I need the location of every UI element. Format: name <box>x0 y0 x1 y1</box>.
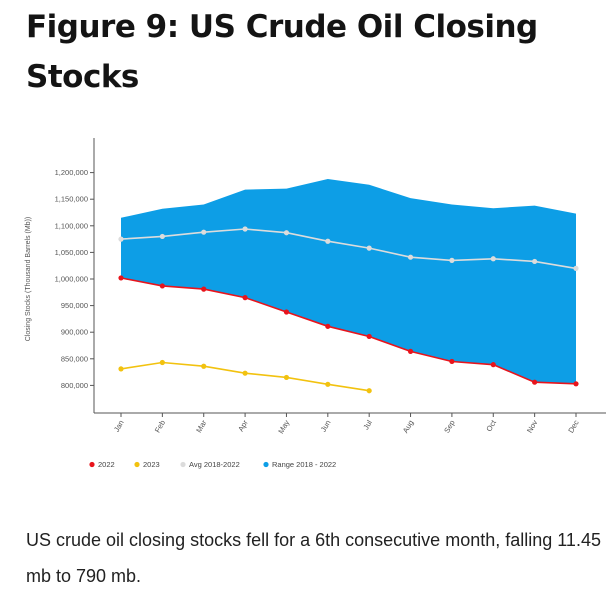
data-point <box>242 295 248 301</box>
x-tick-label: Nov <box>525 418 540 434</box>
x-tick-label: Jan <box>112 419 126 434</box>
y-tick-label: 850,000 <box>61 354 88 363</box>
data-point <box>159 233 165 240</box>
data-point <box>201 363 207 369</box>
legend-marker <box>180 461 186 468</box>
y-tick-label: 950,000 <box>61 301 88 310</box>
series-2023 <box>118 359 372 394</box>
data-point <box>573 265 579 271</box>
series-2022 <box>118 275 579 387</box>
axes: 800,000 850,000 900,000 950,000 1,000,000 1,0… <box>25 138 606 435</box>
data-point <box>532 258 538 265</box>
data-point <box>159 283 165 289</box>
y-tick-label: 1,050,000 <box>55 248 88 257</box>
data-point <box>118 236 124 242</box>
data-point <box>449 257 455 263</box>
series-line <box>120 277 577 385</box>
data-point <box>325 238 331 244</box>
chart: 800,000 850,000 900,000 950,000 1,000,000 1,0… <box>25 138 606 469</box>
x-tick-label: Dec <box>566 418 581 434</box>
data-point <box>532 379 538 385</box>
y-tick-label: 1,000,000 <box>55 275 88 284</box>
legend-label: 2023 <box>143 460 160 469</box>
x-tick-label: Sep <box>442 419 456 435</box>
legend-item: Range 2018 - 2022 <box>263 460 336 469</box>
data-point <box>366 333 372 340</box>
x-tick-label: Feb <box>153 419 167 435</box>
legend-label: Range 2018 - 2022 <box>272 460 336 469</box>
legend-item: 2023 <box>134 460 160 469</box>
data-point <box>449 358 455 365</box>
data-point <box>283 374 290 381</box>
data-point <box>201 229 207 235</box>
y-tick-label: 1,100,000 <box>55 221 88 230</box>
data-point <box>325 381 331 387</box>
data-point <box>118 275 124 281</box>
legend-item: 2022 <box>89 460 115 469</box>
data-point <box>283 230 290 236</box>
legend-label: 2022 <box>98 460 115 469</box>
y-tick-label: 1,200,000 <box>55 168 88 177</box>
range-area <box>121 179 576 384</box>
data-point <box>573 381 579 387</box>
y-tick-label: 1,150,000 <box>55 195 88 204</box>
data-point <box>366 388 372 394</box>
x-tick-label: Oct <box>484 418 498 433</box>
chart-caption: US crude oil closing stocks fell for a 6… <box>26 530 601 586</box>
legend-item: Avg 2018-2022 <box>180 460 240 469</box>
data-point <box>407 348 414 354</box>
data-point <box>201 286 207 292</box>
legend-label: Avg 2018-2022 <box>189 460 240 469</box>
data-point <box>490 362 496 368</box>
y-tick-label: 800,000 <box>61 381 88 390</box>
legend-marker <box>263 461 269 468</box>
data-point <box>242 370 248 376</box>
data-point <box>366 245 372 251</box>
series-lines <box>118 226 579 394</box>
x-tick-label: May <box>276 418 291 435</box>
data-point <box>325 323 331 329</box>
y-axis-title: Closing Stocks (Thousand Barrels (Mb)) <box>25 217 32 342</box>
data-point <box>118 366 124 372</box>
series-line <box>120 361 370 392</box>
legend: 2022 2023 Avg 2018-2022 Range 2018 - 2022 <box>89 460 336 469</box>
x-tick-label: Aug <box>401 419 415 435</box>
legend-marker <box>89 461 95 468</box>
x-tick-label: Apr <box>236 418 250 433</box>
data-point <box>242 226 248 232</box>
legend-marker <box>134 461 140 468</box>
y-tick-label: 900,000 <box>61 328 88 337</box>
chart-title: Figure 9: US Crude Oil Closing Stocks <box>26 9 538 95</box>
range-area-layer <box>121 179 576 384</box>
x-tick-label: Mar <box>194 418 209 434</box>
series-line <box>120 228 577 270</box>
series-avg-2018-2022 <box>118 226 579 271</box>
data-point <box>490 256 496 262</box>
data-point <box>407 254 414 260</box>
x-tick-label: Jun <box>319 419 333 434</box>
data-point <box>159 359 165 366</box>
x-tick-label: Jul <box>361 418 374 431</box>
data-point <box>283 309 290 315</box>
